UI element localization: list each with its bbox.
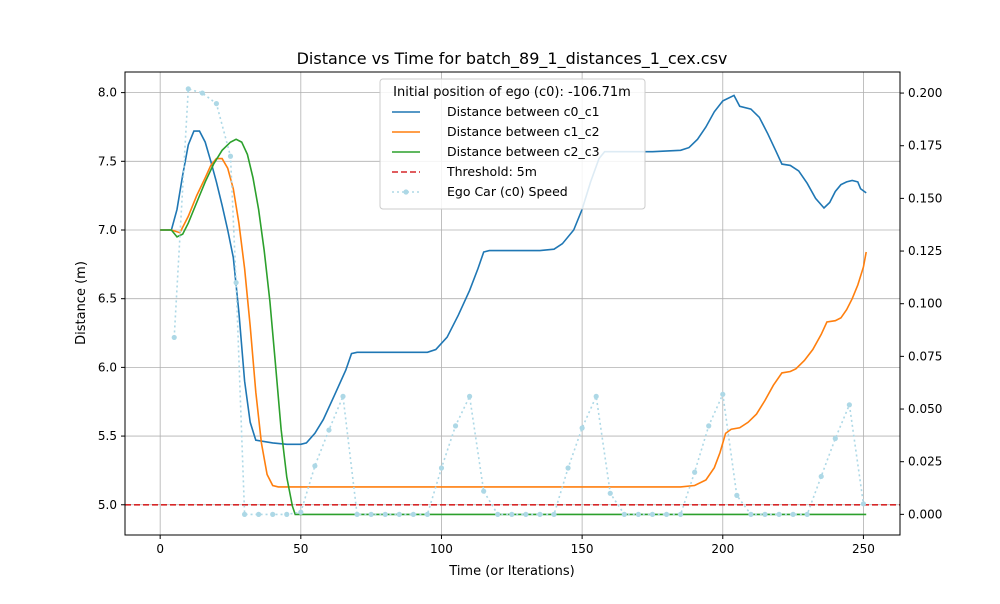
y-tick-label: 7.5 (98, 154, 117, 168)
x-tick-label: 50 (293, 542, 308, 556)
y-tick-label: 8.0 (98, 86, 117, 100)
y-tick-label: 6.5 (98, 292, 117, 306)
series-point-ego-car-c0-speed (677, 511, 684, 517)
series-point-ego-car-c0-speed (467, 393, 473, 399)
series-point-ego-car-c0-speed (607, 490, 613, 496)
series-point-ego-car-c0-speed (706, 423, 712, 429)
series-point-ego-car-c0-speed (649, 511, 656, 517)
legend-item: Distance between c2_c3 (392, 144, 600, 159)
y2-tick-label: 0.050 (908, 402, 942, 416)
series-point-ego-car-c0-speed (551, 511, 557, 517)
y-axis-label: Distance (m) (74, 261, 89, 345)
series-point-ego-car-c0-speed (354, 511, 360, 517)
series-point-ego-car-c0-speed (537, 511, 543, 517)
y-tick-label: 5.5 (98, 429, 117, 443)
y2-tick-label: 0.025 (908, 455, 942, 469)
legend-item: Threshold: 5m (392, 164, 537, 179)
series-point-ego-car-c0-speed (227, 153, 234, 159)
series-point-ego-car-c0-speed (748, 511, 754, 517)
x-tick-label: 200 (711, 542, 734, 556)
chart-title: Distance vs Time for batch_89_1_distance… (297, 49, 728, 69)
y-axis-left: 5.0 5.5 6.0 6.5 7.0 7.5 8.0 (98, 86, 125, 512)
series-point-ego-car-c0-speed (171, 334, 177, 341)
series-point-ego-car-c0-speed (233, 280, 239, 286)
series-point-ego-car-c0-speed (452, 423, 459, 429)
y2-tick-label: 0.100 (908, 297, 942, 311)
y2-tick-label: 0.175 (908, 139, 942, 153)
legend-label: Threshold: 5m (446, 164, 537, 179)
series-point-ego-car-c0-speed (734, 492, 740, 498)
y2-tick-label: 0.150 (908, 191, 942, 205)
legend: Initial position of ego (c0): -106.71m D… (379, 78, 646, 210)
series-point-ego-car-c0-speed (481, 488, 487, 494)
series-point-ego-car-c0-speed (579, 425, 585, 431)
legend-label: Distance between c2_c3 (447, 144, 600, 159)
series-point-ego-car-c0-speed (720, 391, 726, 397)
y-tick-label: 7.0 (98, 223, 117, 237)
series-point-ego-car-c0-speed (846, 402, 852, 408)
legend-item: Ego Car (c0) Speed (392, 184, 568, 199)
legend-items: Distance between c0_c1 Distance between c… (392, 104, 600, 199)
series-group (160, 86, 867, 517)
x-tick-label: 100 (430, 542, 453, 556)
series-line-distance-between-c1-c2 (160, 157, 867, 488)
y2-tick-label: 0.075 (908, 349, 942, 363)
legend-label: Ego Car (c0) Speed (447, 184, 568, 199)
legend-item: Distance between c1_c2 (392, 124, 600, 139)
series-point-ego-car-c0-speed (663, 511, 670, 517)
series-point-ego-car-c0-speed (410, 511, 416, 517)
y-axis-right: 0.000 0.025 0.050 0.075 0.100 0.125 0.150 0.175… (900, 86, 942, 521)
series-point-ego-car-c0-speed (199, 90, 205, 96)
series-point-ego-car-c0-speed (790, 511, 796, 517)
series-point-ego-car-c0-speed (860, 501, 867, 507)
series-point-ego-car-c0-speed (396, 511, 402, 517)
series-point-ego-car-c0-speed (340, 393, 346, 399)
x-tick-label: 150 (571, 542, 594, 556)
series-point-ego-car-c0-speed (776, 511, 782, 517)
series-point-ego-car-c0-speed (621, 511, 627, 517)
series-point-ego-car-c0-speed (382, 511, 388, 517)
series-point-ego-car-c0-speed (804, 511, 810, 517)
series-point-ego-car-c0-speed (185, 86, 191, 92)
series-point-ego-car-c0-speed (284, 511, 290, 517)
x-tick-label: 0 (156, 542, 164, 556)
legend-marker (403, 189, 409, 195)
series-point-ego-car-c0-speed (256, 511, 262, 517)
y-tick-label: 6.0 (98, 360, 117, 374)
series-point-ego-car-c0-speed (692, 469, 698, 475)
y2-tick-label: 0.000 (908, 507, 942, 521)
series-point-ego-car-c0-speed (832, 435, 838, 442)
series-point-ego-car-c0-speed (438, 465, 445, 471)
series-point-ego-car-c0-speed (523, 511, 529, 517)
series-point-ego-car-c0-speed (565, 465, 571, 471)
series-line-distance-between-c0-c1 (160, 94, 867, 446)
x-axis: 0 50 100 150 200 250 (156, 535, 875, 556)
legend-item: Distance between c0_c1 (392, 104, 600, 119)
x-tick-label: 250 (852, 542, 875, 556)
series-point-ego-car-c0-speed (762, 511, 768, 517)
series-point-ego-car-c0-speed (312, 463, 318, 469)
legend-label: Distance between c1_c2 (447, 124, 600, 139)
series-point-ego-car-c0-speed (213, 100, 220, 107)
series-point-ego-car-c0-speed (298, 509, 304, 515)
legend-title: Initial position of ego (c0): -106.71m (393, 85, 631, 100)
y2-tick-label: 0.200 (908, 86, 942, 100)
x-axis-label: Time (or Iterations) (448, 564, 574, 579)
series-point-ego-car-c0-speed (326, 427, 332, 433)
series-point-ego-car-c0-speed (241, 511, 248, 517)
series-point-ego-car-c0-speed (368, 511, 374, 517)
legend-box (379, 78, 646, 210)
series-point-ego-car-c0-speed (635, 511, 641, 517)
series-point-ego-car-c0-speed (495, 511, 501, 517)
series-point-ego-car-c0-speed (818, 473, 824, 480)
y2-tick-label: 0.125 (908, 244, 942, 258)
series-point-ego-car-c0-speed (424, 511, 431, 517)
y-tick-label: 5.0 (98, 498, 117, 512)
legend-label: Distance between c0_c1 (447, 104, 600, 119)
series-point-ego-car-c0-speed (270, 511, 276, 517)
series-point-ego-car-c0-speed (509, 511, 515, 517)
series-point-ego-car-c0-speed (593, 393, 599, 399)
